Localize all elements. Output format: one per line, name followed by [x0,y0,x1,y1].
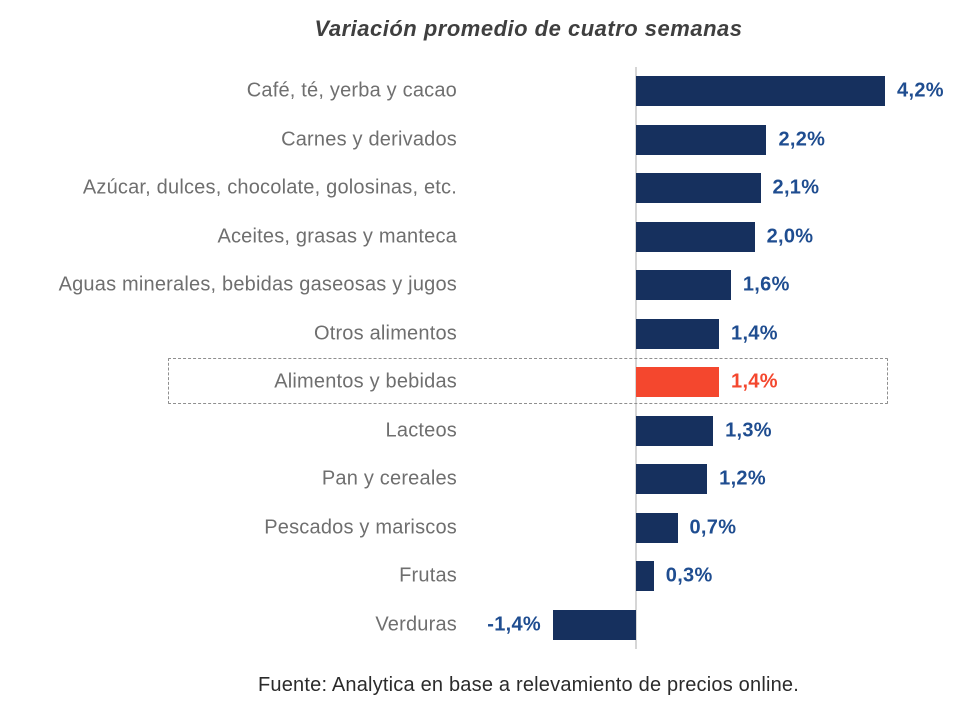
plot-area: Café, té, yerba y cacao 4,2% Carnes y deri… [0,67,961,649]
category-label: Alimentos y bebidas [274,370,457,393]
value-label: 1,4% [731,322,778,345]
value-label: 2,0% [766,225,814,248]
bar-row: Café, té, yerba y cacao 4,2% [0,67,961,116]
chart-title: Variación promedio de cuatro semanas [314,16,743,41]
value-label: 4,2% [897,79,944,102]
bar-row: Aceites, grasas y manteca 2,0% [0,213,961,262]
category-label: Carnes y derivados [281,128,457,151]
bar-row: Otros alimentos 1,4% [0,310,961,359]
bar-row: Frutas 0,3% [0,552,961,601]
bar-row: Alimentos y bebidas 1,4% [0,358,961,407]
bar [636,512,678,543]
bar-row: Pescados y mariscos 0,7% [0,504,961,553]
value-label: 0,3% [665,564,713,587]
bar-row: Aguas minerales, bebidas gaseosas y jugo… [0,261,961,310]
bar [636,464,708,495]
category-label: Verduras [375,613,457,636]
bar [636,415,714,446]
category-label: Lacteos [385,419,457,442]
bar [636,561,654,592]
category-label: Pescados y mariscos [264,516,457,539]
bar [636,173,761,204]
bar-row: Azúcar, dulces, chocolate, golosinas, et… [0,164,961,213]
bar-row: Lacteos 1,3% [0,407,961,456]
value-label: 2,2% [778,128,826,151]
category-label: Otros alimentos [313,322,457,345]
value-label: 1,4% [731,370,778,393]
bar [636,124,767,155]
bar-row: Verduras -1,4% [0,601,961,650]
bar-row: Pan y cereales 1,2% [0,455,961,504]
highlight-box [168,358,888,404]
value-label: 0,7% [689,516,737,539]
category-label: Pan y cereales [321,467,457,490]
value-label: 1,6% [742,273,790,296]
category-label: Frutas [399,564,457,587]
value-label: 2,1% [772,176,820,199]
bar [636,76,886,107]
category-label: Azúcar, dulces, chocolate, golosinas, et… [82,176,457,199]
bar-row: Carnes y derivados 2,2% [0,116,961,165]
category-label: Café, té, yerba y cacao [246,79,457,102]
bar-highlighted [636,367,720,398]
value-label: 1,3% [725,419,772,442]
value-label: -1,4% [487,613,541,636]
bar [636,318,720,349]
bar [636,221,755,252]
category-label: Aceites, grasas y manteca [217,225,457,248]
source-note: Fuente: Analytica en base a relevamiento… [257,674,800,696]
category-label: Aguas minerales, bebidas gaseosas y jugo… [58,273,457,296]
bar [636,270,731,301]
bar [552,609,636,640]
value-label: 1,2% [719,467,766,490]
